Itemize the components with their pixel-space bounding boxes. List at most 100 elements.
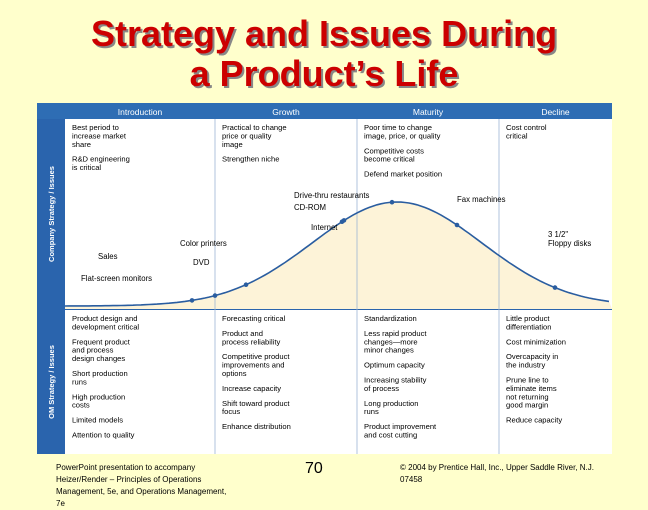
om-strategy-text: of process	[364, 384, 399, 393]
company-strategy-text: Cost control	[506, 123, 547, 132]
om-strategy-text: Reduce capacity	[506, 416, 562, 425]
om-strategy-text: Enhance distribution	[222, 422, 291, 431]
om-strategy-text: differentiation	[506, 322, 551, 331]
om-strategy-text: Attention to quality	[72, 431, 135, 440]
company-strategy-text: critical	[506, 131, 528, 140]
om-strategy-text: Increasing stability	[364, 376, 427, 385]
curve-product-label: Internet	[311, 223, 338, 232]
om-strategy-text: minor changes	[364, 346, 414, 355]
company-strategy-text: image	[222, 140, 243, 149]
om-strategy-text: costs	[72, 401, 90, 410]
curve-marker-dot	[243, 282, 249, 287]
om-strategy-text: good margin	[506, 401, 548, 410]
om-strategy-text: Frequent product	[72, 337, 131, 346]
om-strategy-text: Product and	[222, 329, 263, 338]
om-strategy-text: Shift toward product	[222, 399, 290, 408]
om-strategy-text: development critical	[72, 322, 139, 331]
stage-header-label: Growth	[272, 107, 300, 117]
side-labels: Company Strategy / Issues OM Strategy / I…	[47, 166, 56, 419]
om-strategy-text: focus	[222, 407, 240, 416]
om-strategy-text: the industry	[506, 361, 545, 370]
footer-left-line: Heizer/Render – Principles of Operations	[56, 475, 202, 484]
curve-marker-dot	[212, 293, 218, 298]
om-strategy-text: Product improvement	[364, 422, 437, 431]
curve-product-label: Fax machines	[457, 195, 506, 204]
stage-header-label: Maturity	[413, 107, 444, 117]
company-strategy-text: Practical to change	[222, 123, 287, 132]
curve-product-label: DVD	[193, 258, 210, 267]
om-strategy-text: runs	[72, 377, 87, 386]
om-strategy-text: Short production	[72, 369, 128, 378]
om-strategy-text: changes—more	[364, 337, 418, 346]
stage-header-label: Decline	[541, 107, 570, 117]
product-life-cycle-figure: Introduction Growth Maturity Decline Compan…	[37, 103, 612, 454]
stage-header-label: Introduction	[118, 107, 163, 117]
slide-title-line-1: Strategy and Issues During	[90, 13, 558, 54]
om-strategy-text: Competitive product	[222, 352, 290, 361]
om-strategy-text: Overcapacity in	[506, 352, 558, 361]
company-strategy-text: share	[72, 140, 91, 149]
om-strategy-text: design changes	[72, 354, 125, 363]
company-strategy-text: Competitive costs	[364, 146, 424, 155]
curve-marker-dot	[552, 285, 558, 290]
om-strategy-text: Less rapid product	[364, 329, 427, 338]
om-strategy-panel	[65, 310, 612, 454]
om-strategy-text: Little product	[506, 314, 550, 323]
curve-product-label: Sales	[98, 252, 118, 261]
om-strategy-text: High production	[72, 392, 125, 401]
page-number: 70	[305, 460, 323, 477]
curve-marker-dot	[341, 218, 347, 223]
company-strategy-text: increase market	[72, 131, 127, 140]
om-strategy-text: runs	[364, 407, 379, 416]
curve-product-labels: Flat-screen monitors Sales DVD Color printe…	[81, 191, 591, 303]
side-label: OM Strategy / Issues	[47, 345, 56, 419]
company-strategy-text: Strengthen niche	[222, 155, 279, 164]
company-strategy-text: image, price, or quality	[364, 131, 441, 140]
footer-left: PowerPoint presentation to accompany Hei…	[56, 462, 266, 510]
om-strategy-text: improvements and	[222, 361, 284, 370]
footer-right-line: © 2004 by Prentice Hall, Inc., Upper Sad…	[400, 463, 594, 472]
company-strategy-text: Best period to	[72, 123, 119, 132]
om-strategy-text: Standardization	[364, 314, 417, 323]
curve-product-label: Floppy disks	[548, 239, 591, 248]
om-strategy-text: Forecasting critical	[222, 314, 286, 323]
company-strategy-text: Defend market position	[364, 170, 442, 179]
side-label: Company Strategy / Issues	[47, 166, 56, 262]
om-strategy-text: and cost cutting	[364, 431, 417, 440]
om-strategy-text: Optimum capacity	[364, 361, 425, 370]
life-cycle-curve	[64, 201, 610, 307]
curve-marker-dot	[189, 298, 195, 303]
curve-marker-dot	[389, 199, 395, 205]
footer-right: © 2004 by Prentice Hall, Inc., Upper Sad…	[400, 462, 630, 486]
company-strategy-text: R&D engineering	[72, 155, 130, 164]
om-strategy-text: Long production	[364, 399, 418, 408]
om-strategy-text: Prune line to	[506, 376, 549, 385]
footer-right-line: 07458	[400, 475, 423, 484]
om-strategy-text: process reliability	[222, 337, 280, 346]
curve-product-label: CD-ROM	[294, 203, 326, 212]
curve-fill	[65, 202, 612, 309]
stage-labels: Introduction Growth Maturity Decline	[118, 107, 570, 117]
company-strategy-text: price or quality	[222, 131, 272, 140]
company-strategy-text: is critical	[72, 163, 101, 172]
company-strategy-text: become critical	[364, 155, 415, 164]
company-strategy-text: Poor time to change	[364, 123, 432, 132]
curve-product-label: 3 1/2"	[548, 230, 568, 239]
om-strategy-text: options	[222, 369, 247, 378]
om-strategy-text: Increase capacity	[222, 384, 281, 393]
footer-left-line: PowerPoint presentation to accompany	[56, 463, 196, 472]
figure-header-bar	[37, 103, 612, 119]
om-strategy-text: Limited models	[72, 416, 123, 425]
curve-product-label: Color printers	[180, 239, 227, 248]
footer-left-line: 7e	[56, 499, 65, 508]
curve-product-label: Flat-screen monitors	[81, 274, 152, 283]
om-strategy-text: and process	[72, 346, 114, 355]
cell-borders	[214, 119, 500, 454]
curve-marker-dot	[454, 222, 460, 228]
om-strategy-text: eliminate items	[506, 384, 557, 393]
slide-title-line-2: a Product’s Life	[189, 53, 459, 94]
om-strategy-text: not returning	[506, 392, 549, 401]
footer-left-line: Management, 5e, and Operations Managemen…	[56, 487, 227, 496]
